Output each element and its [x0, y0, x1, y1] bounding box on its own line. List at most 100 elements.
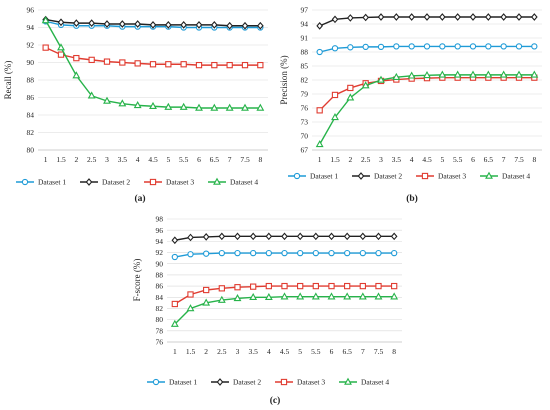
x-tick-label: 3.5	[118, 155, 128, 164]
legend-entry: Dataset 3	[416, 172, 466, 181]
data-point	[362, 13, 369, 22]
data-point	[265, 282, 272, 290]
legend-entry: Dataset 2	[211, 378, 261, 387]
legend-entry: Dataset 1	[147, 378, 197, 387]
data-point	[454, 43, 461, 50]
data-point	[218, 249, 225, 257]
data-point	[316, 22, 323, 30]
legend-label: Dataset 3	[297, 378, 325, 387]
series-dataset-2	[171, 232, 398, 245]
data-point	[296, 232, 304, 241]
data-point	[390, 232, 398, 241]
data-point	[316, 48, 323, 56]
data-point	[256, 103, 265, 111]
data-point	[347, 14, 354, 22]
legend-label: Dataset 1	[169, 378, 197, 387]
x-tick-label: 1	[173, 347, 177, 356]
data-point	[57, 18, 65, 27]
data-point	[186, 304, 195, 312]
data-point	[423, 71, 431, 79]
data-point	[408, 13, 415, 21]
x-tick-label: 1.5	[186, 347, 196, 356]
y-tick-label: 88	[301, 48, 309, 57]
data-point	[500, 13, 507, 21]
y-tick-label: 73	[301, 118, 309, 127]
x-tick-label: 7	[361, 347, 365, 356]
data-point	[423, 43, 431, 50]
panel-label: (c)	[270, 395, 281, 406]
y-tick-label: 80	[27, 146, 35, 155]
y-tick-label: 86	[156, 282, 164, 291]
x-tick-label: 4	[410, 155, 414, 164]
data-point	[264, 292, 273, 301]
data-point	[218, 232, 226, 241]
data-point	[149, 61, 157, 68]
legend-label: Dataset 2	[102, 178, 130, 187]
data-point	[454, 13, 461, 21]
data-point	[377, 43, 385, 51]
data-point	[331, 91, 339, 99]
data-point	[250, 283, 257, 290]
y-tick-label: 97	[301, 6, 309, 15]
x-tick-label: 8	[532, 155, 536, 164]
series-dataset-3	[42, 44, 264, 69]
data-point	[234, 249, 241, 257]
data-point	[531, 43, 538, 50]
x-tick-label: 6	[197, 155, 201, 164]
y-tick-label: 84	[27, 111, 35, 120]
x-tick-label: 4	[267, 347, 271, 356]
legend-marker	[152, 378, 160, 386]
legend-entry: Dataset 1	[288, 172, 338, 181]
legend-label: Dataset 1	[310, 172, 338, 181]
series-dataset-1	[316, 43, 538, 56]
legend-marker	[485, 171, 493, 179]
data-point	[265, 232, 273, 241]
data-point	[359, 282, 366, 290]
data-point	[328, 232, 335, 241]
data-point	[515, 70, 523, 78]
data-point	[195, 61, 203, 69]
y-tick-label: 94	[301, 20, 309, 29]
data-point	[408, 43, 415, 50]
data-point	[211, 21, 218, 29]
y-tick-label: 84	[156, 293, 164, 302]
data-point	[375, 232, 382, 241]
data-point	[187, 251, 194, 258]
legend-entry: Dataset 3	[275, 378, 325, 387]
data-point	[469, 70, 477, 78]
x-tick-label: 1	[318, 155, 322, 164]
data-point	[203, 250, 210, 257]
data-point	[241, 103, 249, 111]
data-point	[343, 232, 351, 241]
x-tick-label: 5	[440, 155, 444, 164]
y-tick-label: 94	[156, 237, 164, 246]
data-point	[500, 43, 507, 50]
data-point	[241, 61, 249, 69]
data-point	[312, 232, 320, 241]
data-point	[165, 61, 172, 68]
data-point	[515, 43, 523, 50]
legend-marker	[280, 378, 288, 386]
data-point	[134, 60, 141, 67]
data-point	[281, 249, 288, 257]
data-point	[531, 13, 538, 21]
x-tick-label: 2.5	[361, 155, 371, 164]
y-tick-label: 82	[27, 128, 35, 137]
data-point	[42, 44, 49, 51]
data-point	[485, 13, 492, 21]
data-point	[315, 140, 324, 148]
y-tick-label: 88	[27, 76, 35, 85]
data-point	[361, 81, 370, 89]
x-tick-label: 2	[74, 155, 78, 164]
x-tick-label: 2	[348, 155, 352, 164]
data-point	[297, 249, 304, 257]
y-tick-label: 67	[301, 146, 309, 155]
data-point	[164, 102, 173, 110]
data-point	[375, 282, 382, 290]
x-tick-label: 5.5	[179, 155, 189, 164]
legend-marker	[421, 172, 429, 180]
data-point	[297, 282, 304, 290]
data-point	[149, 21, 157, 29]
legend-entry: Dataset 2	[352, 172, 402, 181]
data-point	[41, 16, 50, 24]
